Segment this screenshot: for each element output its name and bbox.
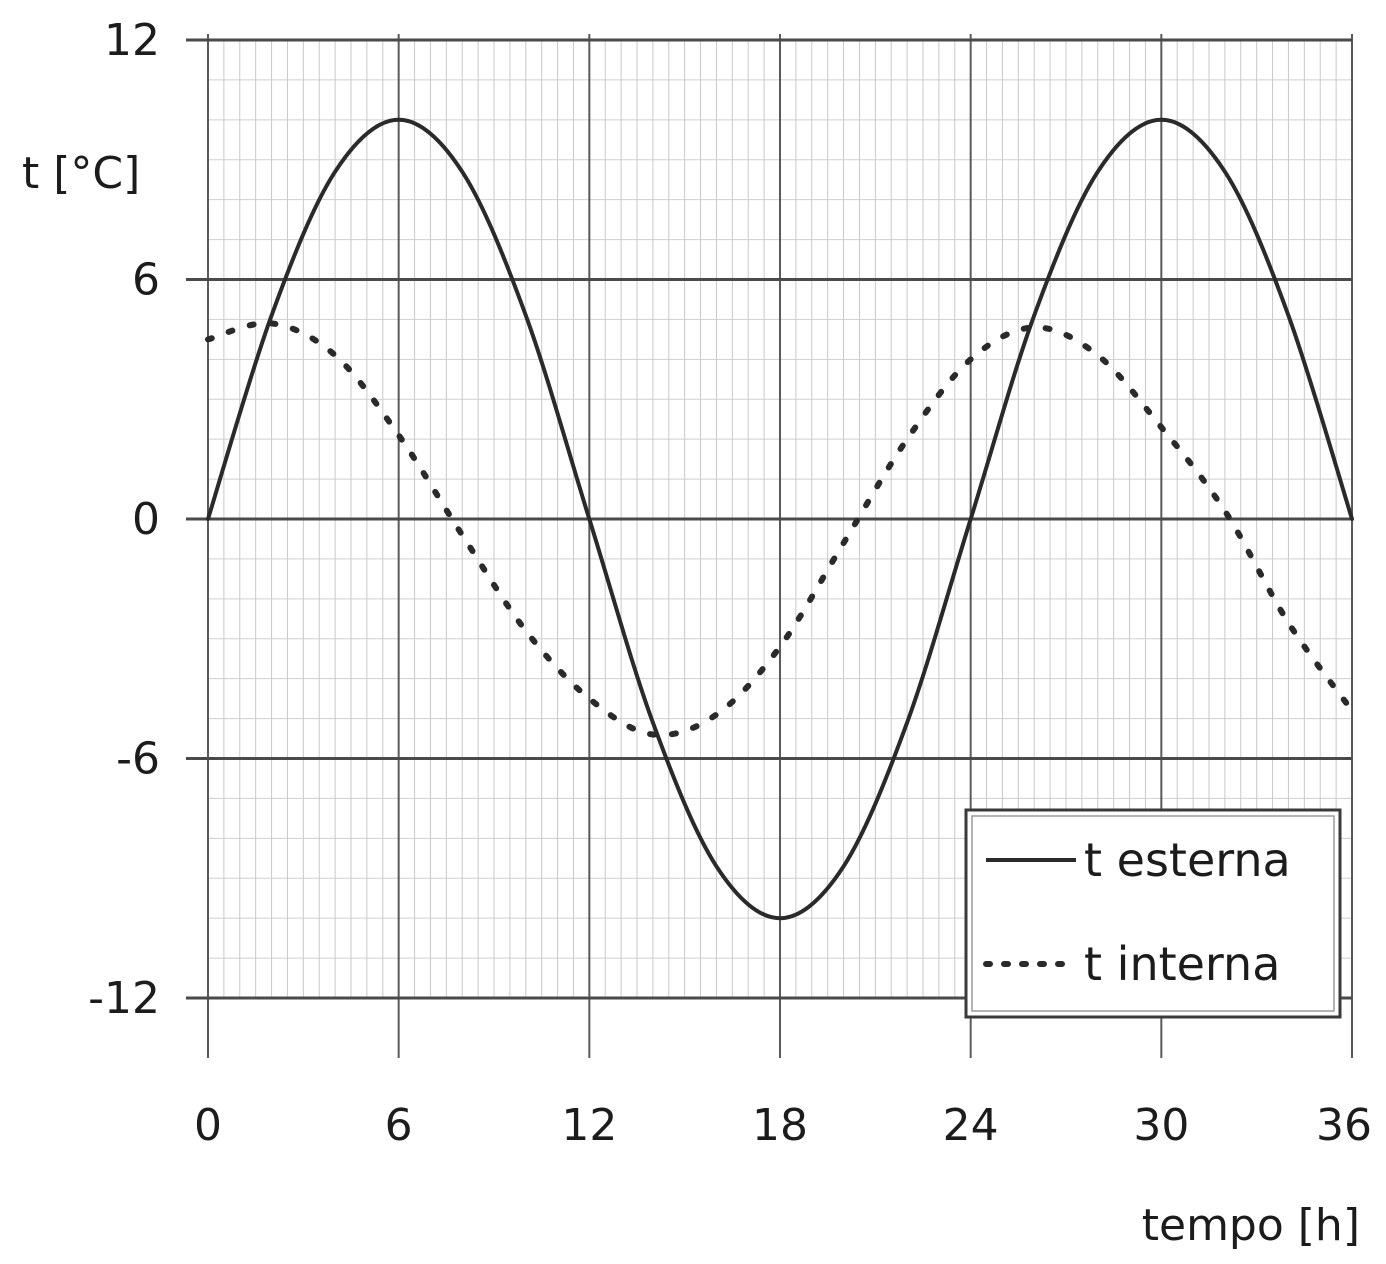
series-layer xyxy=(205,117,1355,921)
x-tick-labels: 0 6 12 18 24 30 36 xyxy=(194,1100,1372,1151)
series-line-t-esterna xyxy=(206,117,1354,921)
x-tick-label: 36 xyxy=(1316,1100,1372,1151)
y-tick-labels: 12 6 0 -6 -12 xyxy=(88,15,160,1024)
x-tick-label: 0 xyxy=(194,1100,222,1151)
legend-inner-border xyxy=(971,815,1335,1012)
x-tick-label: 18 xyxy=(752,1100,808,1151)
legend-label-t-esterna: t esterna xyxy=(1084,833,1291,887)
y-tick-label: 0 xyxy=(132,494,160,545)
series-line-t-interna xyxy=(205,320,1355,739)
x-tick-label: 30 xyxy=(1133,1100,1189,1151)
x-tick-label: 12 xyxy=(561,1100,617,1151)
y-tick-label: 6 xyxy=(132,255,160,306)
y-tick-label: -6 xyxy=(116,734,160,785)
x-axis-label: tempo [h] xyxy=(1142,1200,1360,1251)
x-tick-label: 6 xyxy=(385,1100,413,1151)
y-tick-label: 12 xyxy=(104,15,160,66)
legend: t esterna t interna xyxy=(964,808,1342,1019)
y-tick-label: -12 xyxy=(88,973,160,1024)
legend-label-t-interna: t interna xyxy=(1084,937,1280,991)
y-axis-label: t [°C] xyxy=(22,148,140,199)
legend-box xyxy=(964,808,1342,1019)
x-tick-label: 24 xyxy=(943,1100,999,1151)
